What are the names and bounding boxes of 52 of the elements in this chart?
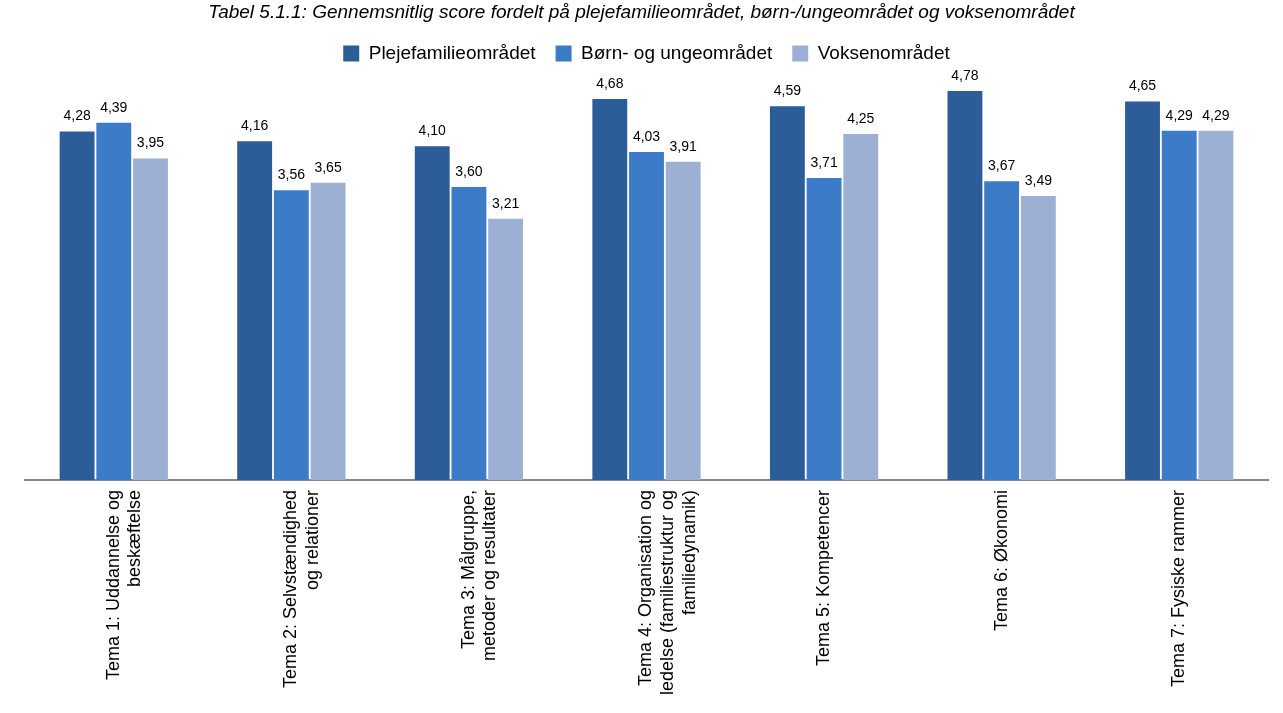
bar xyxy=(414,146,450,480)
data-label: 4,03 xyxy=(632,127,661,144)
data-label: 4,59 xyxy=(773,82,802,99)
data-label: 4,68 xyxy=(596,74,624,91)
x-tick-label: Tema 5: Kompetencer xyxy=(813,489,834,667)
data-label: 3,60 xyxy=(455,162,483,179)
data-label: 4,29 xyxy=(1202,106,1230,123)
bar xyxy=(96,122,132,480)
bar xyxy=(133,158,168,480)
data-label: 3,49 xyxy=(1024,171,1053,188)
bar xyxy=(1198,130,1234,480)
bar xyxy=(310,182,346,480)
data-label: 4,28 xyxy=(63,107,91,124)
data-label: 3,65 xyxy=(314,158,342,175)
data-label: 3,67 xyxy=(988,157,1016,174)
bar xyxy=(769,106,805,480)
bar xyxy=(237,141,273,480)
data-label: 4,39 xyxy=(100,98,128,115)
data-label: 4,29 xyxy=(1165,106,1194,123)
data-label: 3,21 xyxy=(492,194,520,211)
bar xyxy=(806,177,842,480)
chart-title: Tabel 5.1.1: Gennemsnitlig score fordelt på plejefamilieområdet, børn-/ungeområdet og voksenområdet xyxy=(207,0,1077,24)
x-tick-label: Tema 1: Uddannelse og beskæftelse xyxy=(102,489,145,681)
data-label: 3,91 xyxy=(669,137,698,154)
bar xyxy=(1161,130,1197,480)
x-tick-label: Tema 7: Fysiske rammer xyxy=(1168,489,1189,687)
x-tick-label: Tema 4: Organisation og ledelse (familiestruktur og familiedynamik) xyxy=(635,489,699,696)
bar xyxy=(1020,195,1056,480)
data-label: 4,78 xyxy=(951,66,979,83)
legend-label: Voksenområdet xyxy=(817,41,951,63)
data-label: 4,65 xyxy=(1128,77,1157,94)
data-label: 3,71 xyxy=(810,153,838,170)
bar xyxy=(59,131,95,480)
bar xyxy=(592,99,628,480)
legend-label: Børn- og ungeområdet xyxy=(581,41,773,63)
bar xyxy=(947,90,983,480)
x-tick-label: Tema 2: Selvstændighed og relationer xyxy=(280,489,322,689)
bar xyxy=(629,151,664,480)
bar xyxy=(451,186,487,480)
bar xyxy=(984,181,1020,480)
legend-label: Plejefamilieområdet xyxy=(368,41,537,63)
data-label: 4,16 xyxy=(241,117,269,134)
data-label: 3,56 xyxy=(277,166,306,183)
bar xyxy=(843,134,879,480)
bar xyxy=(665,161,701,480)
data-label: 3,95 xyxy=(136,134,165,151)
bar xyxy=(273,190,309,480)
data-label: 4,25 xyxy=(847,109,875,126)
bar xyxy=(488,218,524,480)
x-tick-label: Tema 6: Økonomi xyxy=(990,489,1011,631)
bar xyxy=(1125,101,1160,480)
data-label: 4,10 xyxy=(418,122,447,139)
